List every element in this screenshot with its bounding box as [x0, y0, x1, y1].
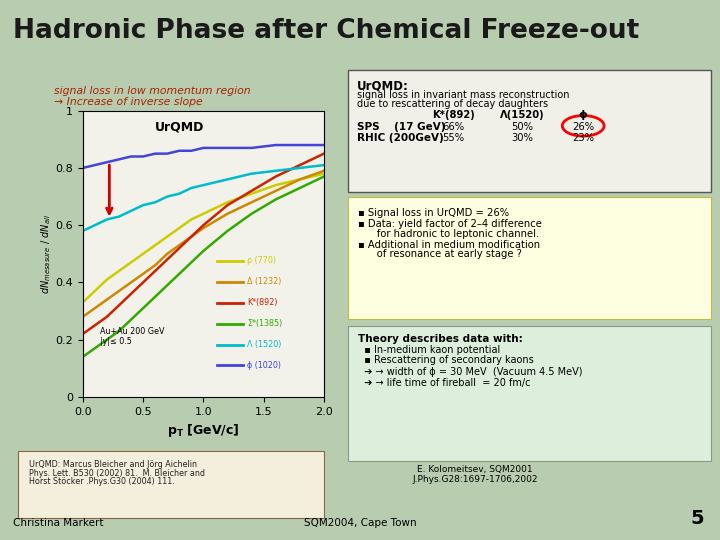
Text: UrQMD: UrQMD [156, 121, 204, 134]
Text: ▪ Rescattering of secondary kaons: ▪ Rescattering of secondary kaons [358, 355, 534, 366]
Text: RHIC (200GeV): RHIC (200GeV) [357, 133, 444, 143]
Text: 30%: 30% [511, 133, 533, 143]
Text: 26%: 26% [572, 122, 594, 132]
Text: Λ(1520): Λ(1520) [500, 110, 544, 120]
Text: ▪ Signal loss in UrQMD = 26%: ▪ Signal loss in UrQMD = 26% [358, 208, 509, 218]
Text: Christina Markert: Christina Markert [13, 518, 104, 528]
Text: ▪ In-medium kaon potential: ▪ In-medium kaon potential [358, 345, 500, 355]
Text: J.Phys.G28:1697-1706,2002: J.Phys.G28:1697-1706,2002 [413, 475, 538, 484]
Text: for hadronic to leptonic channel.: for hadronic to leptonic channel. [358, 229, 539, 239]
Text: SPS    (17 GeV): SPS (17 GeV) [357, 122, 446, 132]
Text: ➔ → width of ϕ = 30 MeV  (Vacuum 4.5 MeV): ➔ → width of ϕ = 30 MeV (Vacuum 4.5 MeV) [358, 367, 582, 377]
Text: of resonance at early stage ?: of resonance at early stage ? [358, 249, 522, 260]
Text: 5: 5 [690, 509, 704, 528]
Text: SQM2004, Cape Town: SQM2004, Cape Town [304, 518, 416, 528]
Text: Hadronic Phase after Chemical Freeze-out: Hadronic Phase after Chemical Freeze-out [13, 18, 639, 44]
Text: ➔ → life time of fireball  = 20 fm/c: ➔ → life time of fireball = 20 fm/c [358, 378, 531, 388]
Y-axis label: $dN_{mesasure}$ / $dN_{all}$: $dN_{mesasure}$ / $dN_{all}$ [39, 214, 53, 294]
Text: 55%: 55% [443, 133, 464, 143]
Text: K*(892): K*(892) [432, 110, 475, 120]
Text: UrQMD: Marcus Bleicher and Jörg Aichelin: UrQMD: Marcus Bleicher and Jörg Aichelin [29, 460, 197, 469]
Text: Λ (1520): Λ (1520) [247, 340, 282, 349]
Text: Δ (1232): Δ (1232) [247, 278, 282, 286]
Text: K*(892): K*(892) [247, 298, 277, 307]
Text: E. Kolomeitsev, SQM2001: E. Kolomeitsev, SQM2001 [418, 465, 533, 475]
Text: 23%: 23% [572, 133, 594, 143]
Text: ρ (770): ρ (770) [247, 256, 276, 266]
Text: Theory describes data with:: Theory describes data with: [358, 334, 523, 344]
Text: Horst Stöcker .Phys.G30 (2004) 111.: Horst Stöcker .Phys.G30 (2004) 111. [29, 477, 174, 487]
Text: ▪ Additional in medium modification: ▪ Additional in medium modification [358, 240, 540, 251]
Text: → Increase of inverse slope: → Increase of inverse slope [54, 97, 203, 107]
Text: Σ*(1385): Σ*(1385) [247, 319, 282, 328]
X-axis label: $\mathbf{p_T}$ [GeV/c]: $\mathbf{p_T}$ [GeV/c] [167, 422, 240, 439]
Text: ϕ (1020): ϕ (1020) [247, 361, 281, 370]
Text: signal loss in low momentum region: signal loss in low momentum region [54, 86, 251, 97]
Text: 50%: 50% [511, 122, 533, 132]
Text: Phys. Lett. B530 (2002) 81.  M. Bleicher and: Phys. Lett. B530 (2002) 81. M. Bleicher … [29, 469, 204, 478]
Text: ▪ Data: yield factor of 2–4 difference: ▪ Data: yield factor of 2–4 difference [358, 219, 541, 230]
Text: UrQMD:: UrQMD: [357, 80, 409, 93]
Text: ϕ: ϕ [579, 110, 588, 120]
Text: Au+Au 200 GeV
|y|≤ 0.5: Au+Au 200 GeV |y|≤ 0.5 [99, 327, 164, 346]
Text: due to rescattering of decay daughters: due to rescattering of decay daughters [357, 99, 548, 109]
Text: signal loss in invariant mass reconstruction: signal loss in invariant mass reconstruc… [357, 90, 570, 100]
Text: 66%: 66% [443, 122, 464, 132]
